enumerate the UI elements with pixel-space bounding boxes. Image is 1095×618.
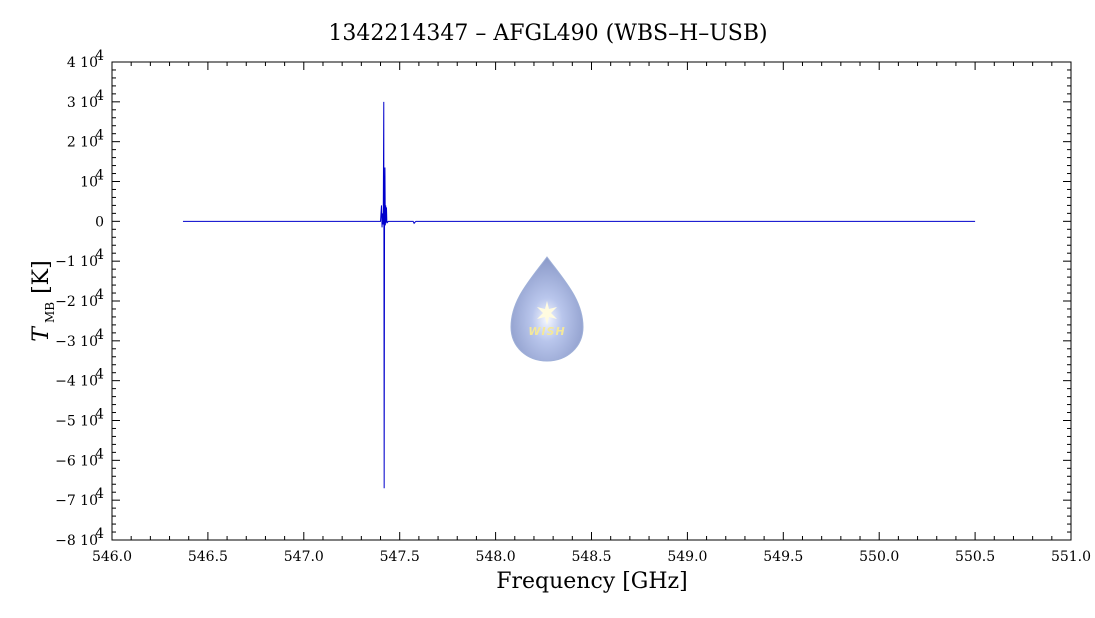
y-tick-exponent: 4 [95, 247, 104, 263]
y-tick-label: −3 10 [55, 334, 98, 350]
x-tick-label: 549.5 [763, 549, 803, 565]
y-tick-label: 0 [95, 214, 104, 230]
x-tick-label: 546.5 [188, 549, 228, 565]
y-tick-label: 3 10 [67, 95, 98, 111]
x-tick-label: 550.5 [955, 549, 995, 565]
x-axis-ticks: 546.0 546.5 547.0 547.5 548.0 548.5 549.0 549.5… [92, 62, 1091, 565]
y-tick-label: 2 10 [67, 135, 98, 151]
y-tick-label: −8 10 [55, 533, 98, 549]
x-tick-label: 549.0 [667, 549, 707, 565]
x-tick-label: 546.0 [92, 549, 132, 565]
y-tick-exponent: 4 [95, 526, 104, 542]
y-tick-label: −7 10 [55, 493, 98, 509]
star-icon [537, 301, 557, 325]
svg-text:T MB [K]: T MB [K] [29, 260, 58, 341]
plot-frame [111, 61, 1072, 541]
y-tick-exponent: 4 [95, 88, 104, 104]
y-tick-exponent: 4 [95, 446, 104, 462]
y-tick-exponent: 4 [95, 407, 104, 423]
x-axis-label: Frequency [GHz] [496, 569, 688, 594]
chart-title: 1342214347 – AFGL490 (WBS–H–USB) [328, 21, 767, 46]
wish-logo-text: WISH [528, 325, 565, 338]
y-tick-label: −5 10 [55, 414, 98, 430]
y-tick-label: −4 10 [55, 374, 98, 390]
x-tick-label: 547.5 [380, 549, 420, 565]
y-tick-exponent: 4 [95, 327, 104, 343]
y-tick-exponent: 4 [95, 128, 104, 144]
x-tick-label: 551.0 [1051, 549, 1091, 565]
y-tick-label: −1 10 [55, 254, 98, 270]
y-axis-label: T MB [K] [29, 260, 58, 341]
y-tick-exponent: 4 [95, 486, 104, 502]
y-axis-label-unit: [K] [29, 260, 54, 294]
y-axis-label-subscript: MB [43, 302, 57, 323]
y-tick-label: −2 10 [55, 294, 98, 310]
y-tick-exponent: 4 [95, 168, 104, 184]
y-axis-label-symbol: T [29, 325, 54, 342]
y-tick-label: −6 10 [55, 453, 98, 469]
x-tick-label: 547.0 [284, 549, 324, 565]
y-tick-exponent: 4 [95, 367, 104, 383]
x-tick-label: 550.0 [859, 549, 899, 565]
y-tick-label: 4 10 [67, 55, 98, 71]
y-tick-exponent: 4 [95, 48, 104, 64]
x-tick-label: 548.5 [571, 549, 611, 565]
y-tick-label: 10 [80, 175, 98, 191]
series-line [182, 101, 976, 489]
y-tick-exponent: 4 [95, 287, 104, 303]
wish-logo: WISH [510, 256, 584, 362]
x-tick-label: 548.0 [476, 549, 516, 565]
